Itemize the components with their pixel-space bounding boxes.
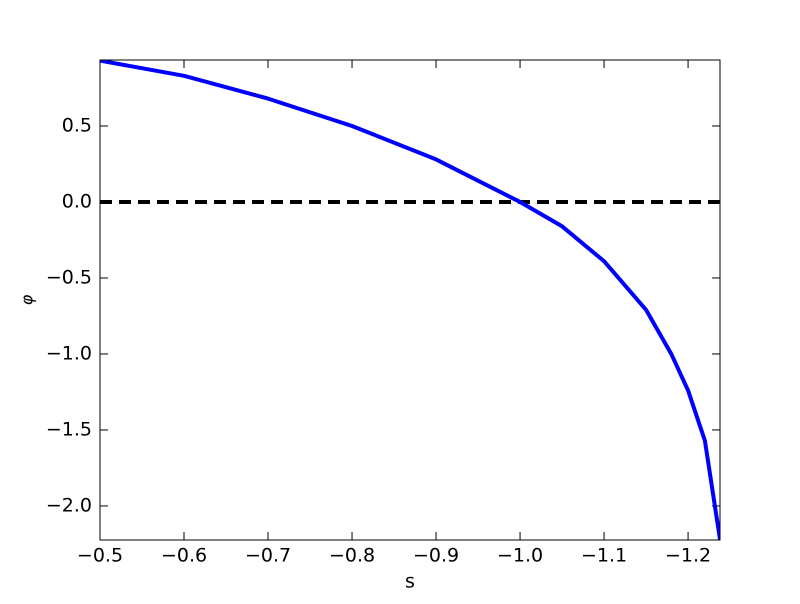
- x-tick-label: −1.1: [581, 545, 627, 567]
- x-axis-label: s: [405, 571, 415, 593]
- y-tick-label: −1.0: [46, 342, 92, 364]
- y-axis-label: φ: [18, 294, 37, 305]
- x-tick-label: −0.5: [77, 545, 123, 567]
- x-tick-label: −0.8: [329, 545, 375, 567]
- y-tick-label: −2.0: [46, 494, 92, 516]
- x-tick-label: −0.9: [413, 545, 459, 567]
- y-tick-label: −1.5: [46, 418, 92, 440]
- plot-frame: [99, 59, 721, 541]
- y-tick-label: 0.5: [62, 114, 92, 136]
- y-tick-label: −0.5: [46, 266, 92, 288]
- y-tick-label: 0.0: [62, 190, 92, 212]
- data-line: [100, 60, 720, 540]
- x-tick-label: −0.7: [245, 545, 291, 567]
- x-tick-label: −1.2: [665, 545, 711, 567]
- x-tick-label: −1.0: [497, 545, 543, 567]
- x-tick-label: −0.6: [161, 545, 207, 567]
